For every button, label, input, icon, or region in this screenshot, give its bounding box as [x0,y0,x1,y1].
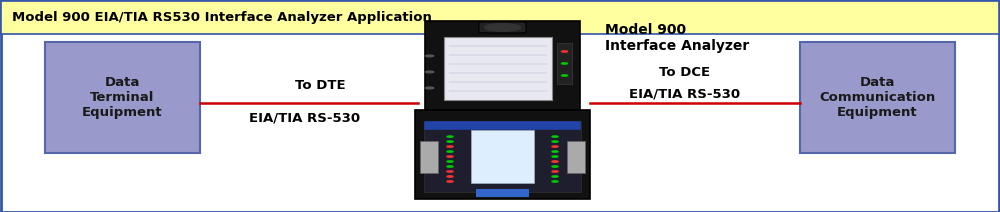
FancyBboxPatch shape [1,1,999,34]
Circle shape [447,151,453,152]
Circle shape [447,141,453,142]
Circle shape [426,55,434,57]
FancyBboxPatch shape [424,121,581,130]
FancyBboxPatch shape [476,190,529,197]
Circle shape [447,136,453,137]
FancyBboxPatch shape [415,110,590,199]
Circle shape [447,161,453,162]
Circle shape [447,176,453,177]
Circle shape [426,71,434,73]
FancyBboxPatch shape [471,130,534,183]
FancyBboxPatch shape [425,21,580,110]
FancyBboxPatch shape [444,37,552,100]
Circle shape [552,171,558,172]
Circle shape [552,166,558,167]
Circle shape [484,24,520,31]
Circle shape [447,156,453,157]
Circle shape [552,141,558,142]
Circle shape [552,146,558,147]
Text: To DTE: To DTE [295,79,345,92]
Text: EIA/TIA RS-530: EIA/TIA RS-530 [249,111,361,124]
FancyBboxPatch shape [45,42,200,153]
Circle shape [447,166,453,167]
Text: Model 900 EIA/TIA RS530 Interface Analyzer Application: Model 900 EIA/TIA RS530 Interface Analyz… [12,11,432,24]
Circle shape [562,51,568,52]
Circle shape [552,151,558,152]
FancyBboxPatch shape [800,42,955,153]
Circle shape [552,181,558,182]
Text: To DCE: To DCE [659,66,711,79]
FancyBboxPatch shape [479,22,526,33]
Text: Data
Communication
Equipment: Data Communication Equipment [819,76,936,119]
Circle shape [447,181,453,182]
Text: Model 900
Interface Analyzer: Model 900 Interface Analyzer [605,23,749,53]
Circle shape [552,156,558,157]
Circle shape [447,146,453,147]
Circle shape [552,161,558,162]
FancyBboxPatch shape [557,43,572,84]
Circle shape [562,63,568,64]
Circle shape [552,136,558,137]
Circle shape [426,87,434,89]
FancyBboxPatch shape [567,141,585,173]
Text: Data
Terminal
Equipment: Data Terminal Equipment [82,76,163,119]
Text: EIA/TIA RS-530: EIA/TIA RS-530 [629,88,741,101]
Circle shape [552,176,558,177]
Circle shape [447,171,453,172]
FancyBboxPatch shape [420,141,438,173]
Circle shape [562,75,568,76]
FancyBboxPatch shape [424,121,581,192]
